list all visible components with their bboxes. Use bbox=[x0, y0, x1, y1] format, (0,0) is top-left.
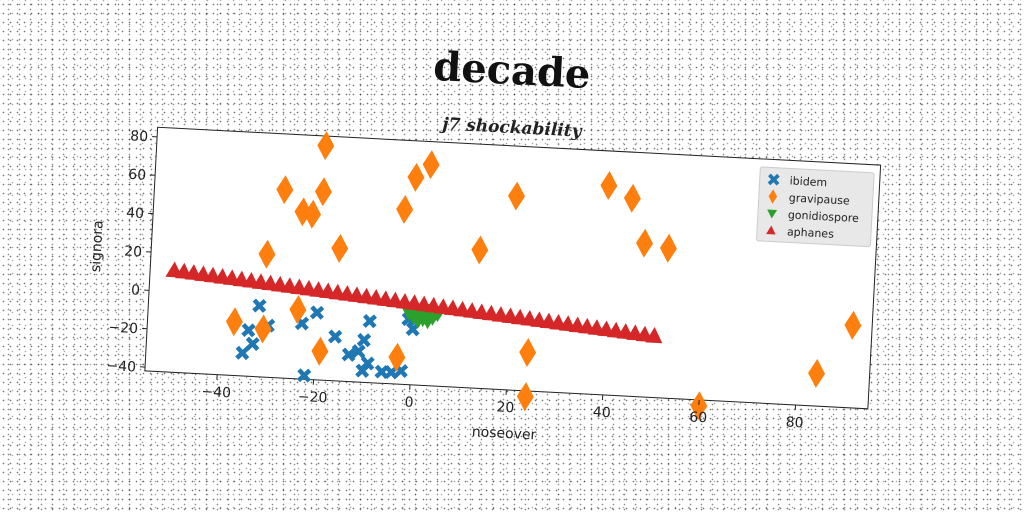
ticks-layer: −40 −20 0 20 40 60 80 −40 −20 0 20 40 60 80 bbox=[106, 128, 804, 432]
y-axis-label: signora bbox=[88, 220, 107, 273]
legend-label: aphanes bbox=[787, 225, 835, 240]
data-point-gravipause bbox=[519, 338, 537, 367]
y-tick-label: 60 bbox=[128, 167, 147, 184]
data-point-gravipause bbox=[396, 194, 414, 224]
data-point-ibidem bbox=[309, 305, 325, 320]
data-point-gravipause bbox=[600, 171, 618, 201]
data-point-gravipause bbox=[690, 391, 708, 421]
x-tick-label: 0 bbox=[404, 395, 414, 411]
data-point-ibidem bbox=[245, 336, 260, 352]
data-point-gravipause bbox=[808, 358, 826, 388]
data-point-ibidem bbox=[362, 313, 377, 329]
y-tick-label: −40 bbox=[106, 358, 136, 376]
x-tick-label: 20 bbox=[496, 399, 515, 416]
y-tick-label: 0 bbox=[131, 282, 141, 298]
legend-label: gravipause bbox=[788, 191, 850, 207]
data-point-ibidem bbox=[356, 332, 372, 348]
data-point-gravipause bbox=[636, 228, 654, 258]
data-point-gravipause bbox=[276, 175, 294, 205]
marks-layer bbox=[165, 131, 862, 421]
data-point-ibidem bbox=[296, 368, 312, 383]
x-axis-label: noseover bbox=[471, 424, 537, 443]
data-point-gravipause bbox=[659, 233, 677, 263]
chart-title: decade bbox=[432, 43, 591, 98]
legend-box bbox=[756, 166, 875, 248]
x-tick-label: −20 bbox=[297, 389, 327, 407]
data-point-gravipause bbox=[422, 150, 440, 180]
legend-marker-aphanes bbox=[766, 225, 776, 235]
data-point-gravipause bbox=[516, 382, 534, 412]
data-point-gravipause bbox=[258, 239, 276, 269]
legend-marker-ibidem bbox=[767, 173, 780, 186]
data-point-ibidem bbox=[252, 298, 267, 313]
legend-marker-gonidiospore bbox=[767, 209, 778, 219]
data-point-gravipause bbox=[317, 131, 335, 161]
y-tick-label: 40 bbox=[126, 205, 145, 222]
x-tick-label: 40 bbox=[592, 404, 611, 421]
data-point-gravipause bbox=[623, 183, 641, 213]
data-point-gravipause bbox=[331, 233, 349, 263]
y-tick-label: 80 bbox=[130, 128, 149, 145]
data-point-gravipause bbox=[254, 314, 272, 344]
x-tick-label: 80 bbox=[785, 415, 804, 432]
data-point-gravipause bbox=[508, 181, 525, 211]
x-tick-label: 60 bbox=[689, 409, 708, 426]
data-point-ibidem bbox=[327, 329, 343, 344]
data-point-gravipause bbox=[388, 342, 406, 372]
data-point-ibidem bbox=[341, 347, 356, 362]
legend-label: ibidem bbox=[789, 174, 827, 189]
y-tick-label: −20 bbox=[108, 320, 138, 338]
x-tick-label: −40 bbox=[201, 384, 231, 402]
chart-subtitle: j7 shockability bbox=[439, 114, 583, 141]
data-point-gravipause bbox=[311, 336, 329, 366]
data-point-gravipause bbox=[471, 235, 489, 265]
data-point-ibidem bbox=[355, 363, 370, 378]
data-point-ibidem bbox=[235, 345, 250, 361]
legend-label: gonidiospore bbox=[788, 208, 860, 225]
data-point-gravipause bbox=[407, 162, 425, 192]
data-point-gravipause bbox=[225, 307, 243, 337]
data-point-gravipause bbox=[294, 197, 312, 227]
legend-marker-gravipause bbox=[768, 189, 778, 204]
data-point-gravipause bbox=[304, 199, 322, 229]
data-point-ibidem bbox=[351, 344, 366, 359]
data-point-gravipause bbox=[844, 310, 862, 340]
y-tick-label: 20 bbox=[124, 244, 143, 261]
data-point-ibidem bbox=[241, 322, 256, 338]
data-point-aphanes bbox=[645, 327, 663, 344]
data-point-gonidiospore bbox=[419, 313, 438, 330]
data-point-gravipause bbox=[289, 295, 307, 325]
data-point-gravipause bbox=[314, 177, 332, 207]
